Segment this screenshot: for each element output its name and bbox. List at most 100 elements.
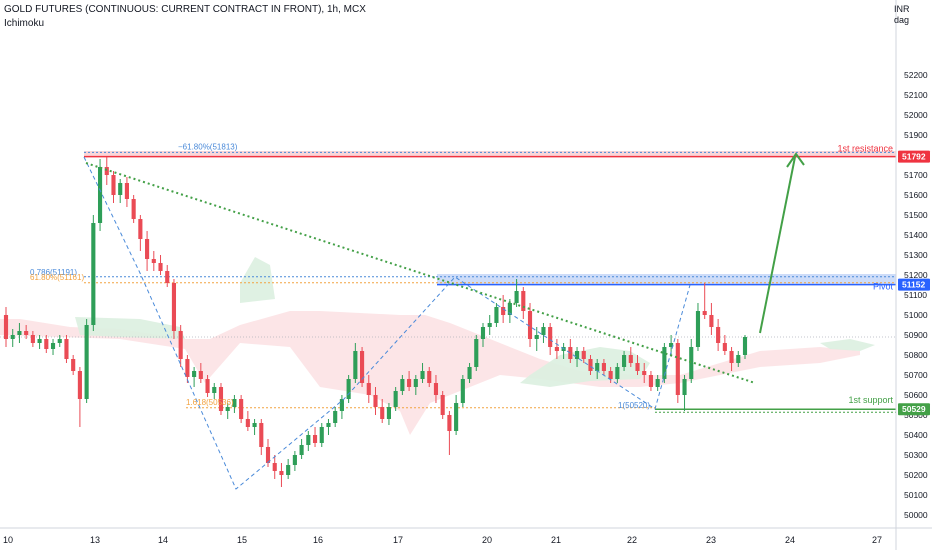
candle-body	[682, 379, 687, 395]
candle-body	[541, 327, 546, 335]
level-label: Pivot	[873, 282, 894, 292]
candle-body	[312, 435, 318, 443]
y-tick-label: 50700	[904, 370, 928, 380]
candle-body	[393, 391, 398, 407]
candle-body	[373, 395, 378, 407]
y-tick-label: 50300	[904, 450, 928, 460]
y-tick-label: 51100	[904, 290, 927, 300]
candle-body	[44, 339, 49, 349]
fib-label: 0.786(51191)	[30, 268, 77, 277]
candle-body	[427, 371, 432, 383]
candle-body	[413, 379, 418, 387]
candle-body	[171, 283, 177, 331]
candle-body	[487, 323, 492, 327]
y-tick-label: 50200	[904, 470, 928, 480]
candle-body	[205, 379, 210, 393]
candle-body	[272, 463, 277, 471]
y-tick-label: 51500	[904, 210, 928, 220]
candle-body	[198, 371, 203, 379]
fib-zigzag	[83, 156, 691, 490]
price-badge	[898, 278, 930, 291]
axis-unit: INR dag	[894, 4, 924, 26]
price-badge	[898, 403, 930, 416]
price-badge-label: 50529	[902, 404, 926, 414]
candle-body	[346, 379, 351, 399]
x-tick-label: 13	[90, 535, 100, 545]
candle-body	[534, 335, 539, 339]
candle-body	[628, 355, 633, 363]
resistance-zone	[84, 151, 896, 157]
candle-body	[10, 335, 15, 339]
candle-body	[111, 175, 116, 195]
candle-body	[91, 223, 96, 325]
candle-body	[521, 291, 526, 311]
candle-body	[380, 407, 385, 419]
candle-body	[527, 311, 533, 339]
candle-body	[386, 407, 392, 419]
indicator-label: Ichimoku	[4, 18, 45, 29]
candle-body	[689, 347, 694, 379]
projection-arrow	[759, 156, 796, 334]
x-tick-label: 17	[393, 535, 403, 545]
candle-body	[554, 347, 559, 351]
fib-label: 61.80%(51161)	[30, 273, 84, 282]
candle-body	[333, 411, 338, 423]
candle-body	[722, 343, 727, 351]
candle-body	[71, 359, 76, 371]
candle-body	[84, 325, 89, 399]
candle-body	[17, 331, 22, 335]
candle-body	[400, 379, 405, 391]
candle-body	[165, 271, 170, 283]
y-tick-label: 50000	[904, 510, 928, 520]
x-tick-label: 23	[706, 535, 716, 545]
candle-body	[192, 371, 197, 377]
price-badge-label: 51792	[902, 152, 926, 162]
y-tick-label: 50100	[904, 490, 928, 500]
y-tick-label: 50900	[904, 330, 928, 340]
y-tick-label: 51900	[904, 130, 928, 140]
candle-body	[77, 371, 82, 399]
candle-body	[440, 395, 445, 415]
y-tick-label: 52100	[904, 90, 928, 100]
candle-body	[588, 359, 593, 371]
currency-label: INR	[894, 4, 910, 14]
candle-body	[709, 315, 714, 327]
candle-body	[669, 343, 674, 347]
candle-body	[158, 263, 163, 271]
candle-body	[326, 423, 331, 427]
candle-body	[319, 427, 324, 443]
y-tick-label: 52200	[904, 70, 928, 80]
candle-body	[595, 363, 600, 371]
candle-body	[64, 339, 69, 359]
candle-body	[507, 303, 512, 315]
candle-body	[145, 239, 150, 259]
candle-body	[736, 355, 741, 363]
candle-body	[574, 351, 580, 359]
candle-body	[675, 343, 680, 395]
candle-body	[104, 167, 109, 175]
candle-body	[702, 311, 707, 315]
plot-area	[0, 0, 896, 528]
candle-body	[447, 415, 452, 431]
level-label: 1st support	[848, 395, 893, 405]
y-tick-label: 51300	[904, 250, 928, 260]
candle-body	[131, 199, 136, 219]
candle-body	[306, 435, 311, 445]
cloud-green-band	[240, 257, 275, 303]
candle-body	[433, 383, 439, 395]
x-tick-label: 21	[551, 535, 561, 545]
candle-body	[467, 367, 472, 379]
candle-body	[407, 379, 412, 387]
cloud-green-band	[820, 339, 875, 351]
candle-body	[37, 339, 42, 343]
candles	[3, 157, 748, 487]
candle-body	[501, 307, 506, 315]
candle-body	[548, 327, 553, 347]
candle-body	[232, 399, 237, 407]
candle-body	[494, 307, 499, 323]
fib-label: 1(50520)	[618, 401, 650, 410]
price-badge	[898, 150, 930, 163]
candle-body	[292, 455, 297, 465]
